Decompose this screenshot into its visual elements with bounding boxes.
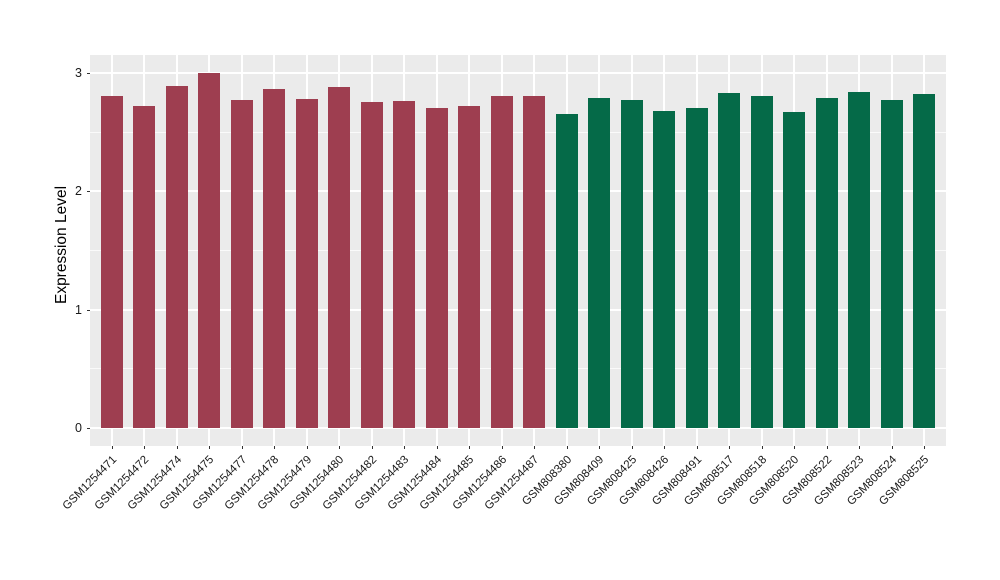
x-axis-tick	[404, 446, 406, 449]
y-tick-label: 1	[75, 302, 82, 317]
gridline-y-major	[90, 190, 946, 193]
x-axis-tick	[761, 446, 763, 449]
bar	[133, 105, 156, 429]
y-axis-tick	[87, 428, 90, 430]
x-axis-tick	[859, 446, 861, 449]
y-axis-tick	[87, 72, 90, 74]
gridline-y-major	[90, 427, 946, 430]
bar	[653, 110, 676, 429]
gridline-y-major	[90, 71, 946, 74]
y-tick-label: 2	[75, 184, 82, 199]
bar	[523, 96, 546, 429]
bar	[165, 85, 188, 429]
y-tick-label: 3	[75, 65, 82, 80]
x-axis-tick	[306, 446, 308, 449]
x-axis-tick	[696, 446, 698, 449]
bar	[295, 98, 318, 429]
bar	[425, 108, 448, 429]
x-axis-tick	[891, 446, 893, 449]
x-axis-tick	[631, 446, 633, 449]
y-axis-tick	[87, 309, 90, 311]
x-axis-tick	[111, 446, 113, 449]
y-axis-tick	[87, 191, 90, 193]
bar	[620, 100, 643, 429]
x-axis-tick	[534, 446, 536, 449]
bar	[815, 97, 838, 429]
y-tick-label: 0	[75, 421, 82, 436]
x-axis-tick	[729, 446, 731, 449]
x-axis-tick	[599, 446, 601, 449]
bar	[100, 96, 123, 429]
bar	[685, 108, 708, 429]
x-axis-tick	[664, 446, 666, 449]
x-axis-tick	[144, 446, 146, 449]
bar	[230, 100, 253, 429]
bar	[458, 105, 481, 429]
plot-panel	[90, 55, 946, 446]
x-axis-tick	[241, 446, 243, 449]
bar	[360, 102, 383, 429]
bar	[913, 94, 936, 429]
gridline-y-minor	[90, 250, 946, 251]
x-axis-tick	[469, 446, 471, 449]
gridline-y-minor	[90, 131, 946, 133]
bar	[750, 96, 773, 429]
x-axis-tick	[566, 446, 568, 449]
x-axis-tick	[371, 446, 373, 449]
bar	[880, 100, 903, 429]
y-axis-title: Expression Level	[53, 185, 70, 305]
x-axis-tick	[436, 446, 438, 449]
x-axis-tick	[274, 446, 276, 449]
x-axis-tick	[501, 446, 503, 449]
x-axis-tick	[826, 446, 828, 449]
gridline-y-minor	[90, 368, 946, 370]
gridline-y-major	[90, 308, 946, 311]
bar	[588, 97, 611, 429]
bar	[263, 89, 286, 429]
bar	[328, 86, 351, 429]
x-axis-tick	[176, 446, 178, 449]
bar	[718, 92, 741, 429]
bar	[198, 72, 221, 429]
x-axis-tick	[209, 446, 211, 449]
bar	[555, 114, 578, 429]
bar	[848, 91, 871, 429]
x-axis-tick	[924, 446, 926, 449]
x-axis-tick	[339, 446, 341, 449]
bar	[490, 96, 513, 429]
bar	[393, 101, 416, 429]
x-axis-tick	[794, 446, 796, 449]
bar	[783, 111, 806, 429]
